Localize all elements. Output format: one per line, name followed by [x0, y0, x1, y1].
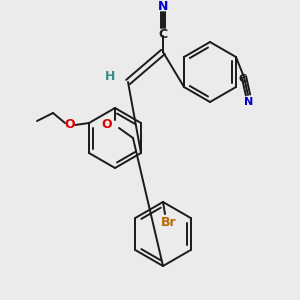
Text: N: N — [244, 97, 253, 107]
Text: O: O — [65, 118, 75, 131]
Text: N: N — [158, 0, 168, 13]
Text: H: H — [105, 70, 115, 83]
Text: C: C — [239, 74, 247, 84]
Text: C: C — [158, 28, 168, 41]
Text: O: O — [102, 118, 112, 131]
Text: Br: Br — [161, 217, 177, 230]
